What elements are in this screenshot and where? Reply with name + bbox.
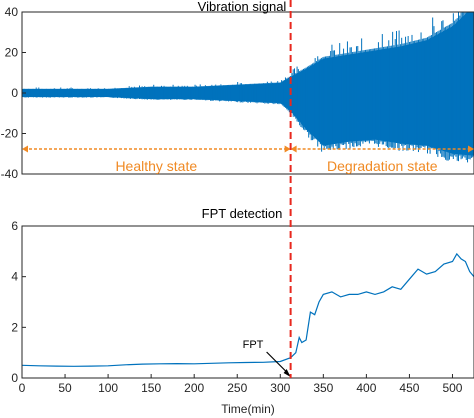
fpt-x-tick-label: 0 [19, 381, 26, 395]
vibration-y-tick-label: -40 [1, 167, 19, 181]
fpt-x-axis-label: Time(min) [221, 402, 275, 416]
vibration-y-tick-label: 0 [11, 86, 18, 100]
fpt-x-tick-label: 250 [227, 381, 247, 395]
fpt-x-tick-label: 500 [442, 381, 462, 395]
fpt-x-tick-label: 450 [399, 381, 419, 395]
vibration-title: Vibration signal [198, 0, 287, 14]
fpt-x-tick-label: 100 [98, 381, 118, 395]
fpt-x-tick-label: 350 [313, 381, 333, 395]
vibration-panel: Vibration signal 40 20 0 -20 -40 Healthy sta… [1, 0, 474, 181]
fpt-x-tick-label: 50 [58, 381, 72, 395]
fpt-axes-box [21, 225, 474, 379]
state-arrowhead [290, 145, 297, 153]
vibration-y-tick-label: 20 [5, 46, 19, 60]
state-arrowhead [284, 145, 291, 153]
fpt-annotation-arrowhead [283, 369, 291, 377]
fpt-title: FPT detection [202, 206, 283, 221]
vibration-y-tick-label: 40 [5, 5, 19, 19]
fpt-panel: FPT detection 0 2 4 6 0 50 100 150 200 250 300 350… [11, 206, 474, 416]
fpt-annotation-label: FPT [243, 339, 264, 351]
vibration-signal-spikes [22, 12, 474, 163]
fpt-y-tick-label: 2 [11, 320, 18, 334]
healthy-state-label: Healthy state [115, 158, 197, 174]
fpt-x-tick-label: 150 [141, 381, 161, 395]
fpt-series-line [22, 252, 474, 367]
fpt-y-tick-label: 0 [11, 371, 18, 385]
fpt-x-tick-label: 300 [270, 381, 290, 395]
vibration-y-axis: 40 20 0 -20 -40 [1, 5, 26, 181]
fpt-x-tick-label: 400 [356, 381, 376, 395]
fpt-x-tick-label: 200 [184, 381, 204, 395]
state-arrowhead [468, 145, 474, 153]
state-arrows [22, 145, 474, 153]
fpt-y-tick-label: 6 [11, 219, 18, 233]
fpt-y-tick-label: 4 [11, 270, 18, 284]
vibration-signal-band [22, 12, 474, 156]
fpt-annotation-arrow [266, 351, 289, 374]
fpt-x-axis: 0 50 100 150 200 250 300 350 400 450 500 [19, 374, 463, 395]
vibration-y-tick-label: -20 [1, 127, 19, 141]
state-arrowhead [22, 145, 28, 153]
degradation-state-label: Degradation state [327, 158, 438, 174]
fpt-y-axis: 0 2 4 6 [11, 219, 26, 385]
